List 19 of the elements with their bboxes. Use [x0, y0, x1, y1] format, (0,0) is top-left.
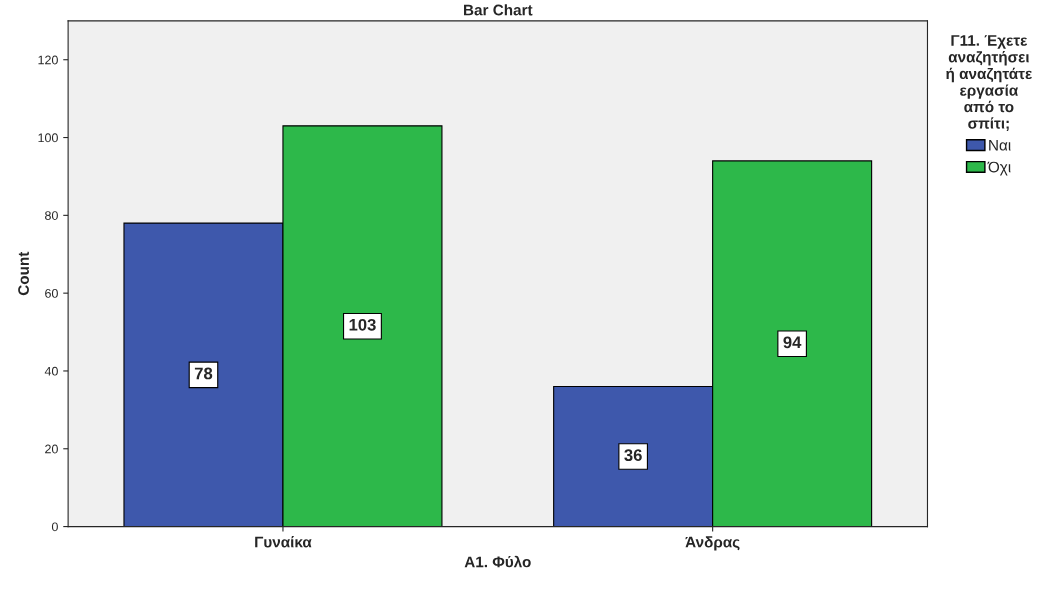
x-tick-label: Άνδρας	[685, 536, 740, 551]
legend-label: Όχι	[987, 161, 1011, 176]
legend-title: Γ11. Έχετε αναζητήσει ή αναζητάτε εργασία από το σπίτι;	[946, 35, 1032, 131]
y-tick-label: 0	[51, 522, 58, 532]
data-label: 78	[194, 367, 213, 380]
data-label: 36	[624, 449, 642, 462]
y-tick-label: 40	[44, 366, 58, 376]
chart-title: Bar Chart	[464, 4, 533, 16]
y-tick-label: 20	[45, 444, 58, 454]
y-tick-label: 120	[38, 55, 58, 65]
y-tick-label: 80	[45, 211, 58, 220]
x-axis-title: Α1. Φύλο	[464, 555, 531, 568]
x-tick-label: Γυναίκα	[255, 536, 312, 548]
data-label: 103	[349, 318, 376, 331]
y-tick-label: 100	[38, 133, 58, 143]
y-axis-title: Count	[18, 251, 29, 296]
data-label: 94	[783, 336, 802, 349]
legend-label: Ναι	[989, 139, 1011, 151]
y-tick-label: 60	[45, 288, 58, 298]
